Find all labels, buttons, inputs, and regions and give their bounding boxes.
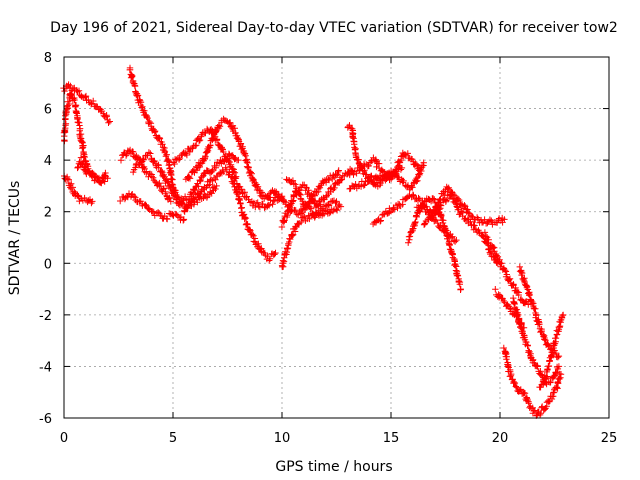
y-tick-label: 6 (44, 103, 52, 118)
track-18 (346, 163, 406, 193)
track-6 (117, 146, 174, 205)
plus-markers (283, 176, 340, 220)
plus-markers (117, 146, 174, 205)
plus-markers (130, 149, 242, 206)
y-tick-label: 8 (44, 51, 52, 66)
y-tick-label: -2 (39, 309, 52, 324)
plus-markers (182, 115, 283, 204)
y-axis-label: SDTVAR / TECUs (7, 181, 23, 296)
track-15 (283, 176, 340, 220)
track-26 (500, 344, 565, 419)
plus-markers (420, 183, 501, 267)
plus-markers (278, 165, 355, 231)
y-tick-label: 0 (44, 257, 52, 272)
y-tick-label: -6 (39, 412, 52, 427)
x-tick-label: 15 (383, 431, 400, 446)
y-tick-label: 4 (44, 154, 52, 169)
track-8 (130, 149, 242, 206)
x-tick-label: 5 (169, 431, 177, 446)
plus-markers (181, 164, 279, 264)
x-tick-label: 10 (274, 431, 291, 446)
track-4 (74, 154, 111, 186)
track-13 (278, 165, 355, 231)
data-points (60, 64, 567, 419)
y-tick-label: 2 (44, 206, 52, 221)
x-tick-label: 0 (60, 431, 68, 446)
track-28 (536, 311, 567, 391)
axis-ticks: 0 5 10 15 20 25 -6 -4 -2 0 2 4 6 8 (39, 51, 617, 446)
plot-frame (63, 56, 610, 419)
x-tick-label: 20 (492, 431, 509, 446)
chart-title: Day 196 of 2021, Sidereal Day-to-day VTE… (50, 20, 618, 36)
track-23 (481, 229, 532, 308)
track-10 (182, 115, 283, 204)
x-tick-label: 25 (601, 431, 618, 446)
plus-markers (74, 154, 111, 186)
track-3 (61, 172, 96, 207)
plus-markers (346, 163, 406, 193)
x-axis-label: GPS time / hours (275, 459, 392, 475)
track-16 (344, 122, 427, 193)
track-11 (181, 164, 279, 264)
y-tick-label: -4 (39, 360, 52, 375)
plus-markers (500, 344, 565, 419)
plus-markers (344, 122, 427, 193)
plus-markers (117, 190, 188, 224)
plus-markers (61, 172, 96, 207)
track-22 (420, 183, 501, 267)
track-7 (117, 190, 188, 224)
plus-markers (481, 229, 532, 308)
plus-markers (536, 311, 567, 391)
